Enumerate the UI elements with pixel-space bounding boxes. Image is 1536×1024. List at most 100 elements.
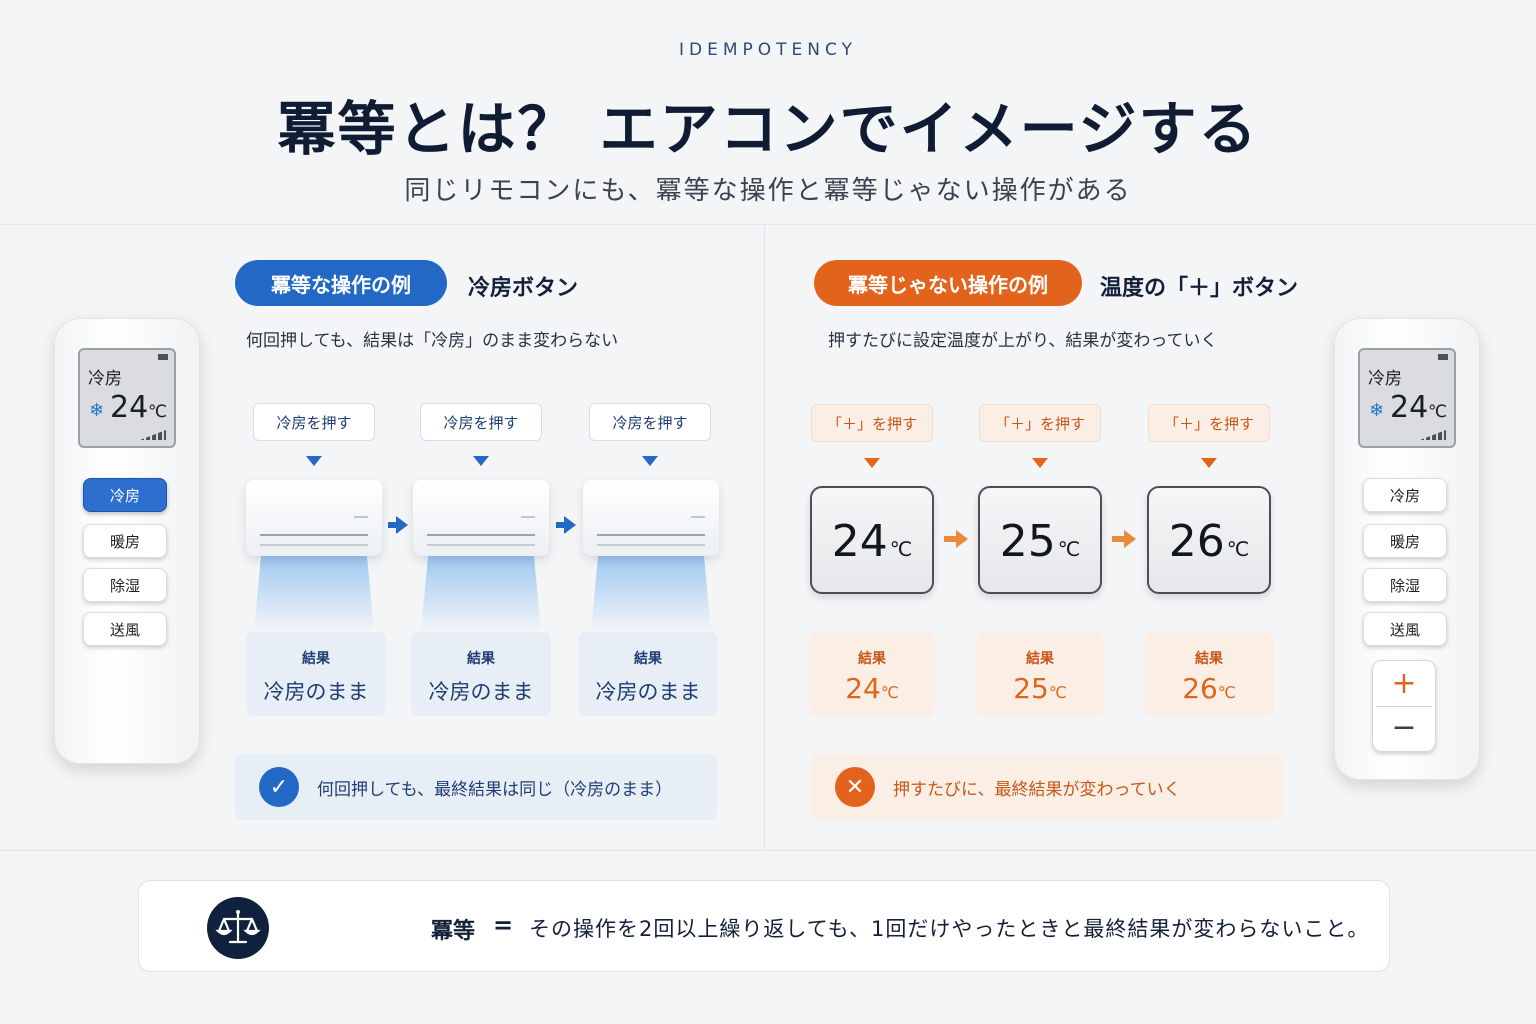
temp-unit: ℃ xyxy=(889,537,913,561)
temp-unit: ℃ xyxy=(1226,537,1250,561)
result-value: 冷房のまま xyxy=(428,680,534,704)
right-summary: ✕ 押すたびに、最終結果が変わっていく xyxy=(811,754,1283,820)
remote-left-fan-button[interactable]: 送風 xyxy=(83,612,167,646)
air-conditioner-icon xyxy=(246,480,382,556)
remote-right-fan-button[interactable]: 送風 xyxy=(1363,612,1447,646)
right-result-box: 結果 25℃ xyxy=(976,632,1104,716)
snowflake-icon: ❄ xyxy=(89,400,105,421)
air-conditioner-icon xyxy=(583,480,719,556)
right-result-box: 結果 26℃ xyxy=(1144,632,1274,716)
plus-button[interactable]: + xyxy=(1391,666,1417,701)
display-unit: ℃ xyxy=(1428,402,1448,422)
result-label: 結果 xyxy=(1195,651,1223,667)
left-section-title: 冷房ボタン xyxy=(468,276,579,301)
page-subtitle: 同じリモコンにも、冪等な操作と冪等じゃない操作がある xyxy=(404,176,1132,206)
temp-adjust-buttons: + − xyxy=(1372,660,1436,752)
air-conditioner-icon xyxy=(413,480,549,556)
right-section-pill: 冪等じゃない操作の例 xyxy=(814,260,1082,306)
left-section-pill: 冪等な操作の例 xyxy=(235,260,447,306)
cross-icon: ✕ xyxy=(835,767,875,807)
result-label: 結果 xyxy=(1026,651,1054,667)
temp-tile: 25 ℃ xyxy=(978,486,1102,594)
center-divider xyxy=(764,224,765,850)
definition-bar: 冪等 = その操作を2回以上繰り返しても、1回だけやったときと最終結果が変わらな… xyxy=(138,880,1390,972)
scales-icon xyxy=(207,897,269,959)
down-arrow-icon xyxy=(306,456,322,466)
definition-text: その操作を2回以上繰り返しても、1回だけやったときと最終結果が変わらないこと。 xyxy=(529,917,1370,941)
result-unit: ℃ xyxy=(1217,683,1236,702)
left-summary: ✓ 何回押しても、最終結果は同じ（冷房のまま） xyxy=(235,754,717,820)
result-label: 結果 xyxy=(302,651,330,667)
left-summary-text: 何回押しても、最終結果は同じ（冷房のまま） xyxy=(317,779,673,800)
right-arrow-icon xyxy=(556,522,564,528)
cool-air-icon xyxy=(421,554,541,632)
left-step-label: 冷房を押す xyxy=(253,403,375,441)
result-label: 結果 xyxy=(467,651,495,667)
display-temp: 24 xyxy=(1390,390,1429,425)
remote-left: 冷房 ❄ 24 ℃ 冷房 暖房 除湿 送風 xyxy=(54,318,200,764)
remote-left-display: 冷房 ❄ 24 ℃ xyxy=(78,348,176,448)
snowflake-icon: ❄ xyxy=(1369,400,1385,421)
result-label: 結果 xyxy=(858,651,886,667)
battery-icon xyxy=(158,354,168,360)
left-result-box: 結果 冷房のまま xyxy=(246,632,386,716)
remote-right-cool-button[interactable]: 冷房 xyxy=(1363,478,1447,512)
check-icon: ✓ xyxy=(259,767,299,807)
right-summary-text: 押すたびに、最終結果が変わっていく xyxy=(893,779,1181,800)
remote-left-cool-button[interactable]: 冷房 xyxy=(83,478,167,512)
result-unit: ℃ xyxy=(1048,683,1067,702)
result-label: 結果 xyxy=(634,651,662,667)
remote-right-dry-button[interactable]: 除湿 xyxy=(1363,568,1447,602)
result-unit: ℃ xyxy=(880,683,899,702)
right-arrow-icon xyxy=(944,536,956,542)
right-step-label: 「＋」を押す xyxy=(811,404,933,442)
temp-tile: 26 ℃ xyxy=(1147,486,1271,594)
right-arrow-icon xyxy=(956,530,968,548)
right-result-box: 結果 24℃ xyxy=(809,632,935,716)
right-arrow-icon xyxy=(564,516,576,534)
signal-icon xyxy=(1420,430,1446,440)
right-step-label: 「＋」を押す xyxy=(1148,404,1270,442)
display-mode: 冷房 xyxy=(1368,369,1402,389)
right-arrow-icon xyxy=(1112,536,1124,542)
result-value: 26 xyxy=(1182,672,1218,705)
definition-equals: = xyxy=(493,911,514,939)
cool-air-icon xyxy=(591,554,711,632)
eyebrow: IDEMPOTENCY xyxy=(679,40,857,60)
remote-right-display: 冷房 ❄ 24 ℃ xyxy=(1358,348,1456,448)
result-value: 24 xyxy=(845,672,881,705)
right-arrow-icon xyxy=(396,516,408,534)
signal-icon xyxy=(140,430,166,440)
header-divider xyxy=(0,224,1536,225)
down-arrow-icon xyxy=(642,456,658,466)
display-temp: 24 xyxy=(110,390,149,425)
remote-right-heat-button[interactable]: 暖房 xyxy=(1363,524,1447,558)
cool-air-icon xyxy=(254,554,374,632)
temp-tile: 24 ℃ xyxy=(810,486,934,594)
left-result-box: 結果 冷房のまま xyxy=(578,632,718,716)
display-unit: ℃ xyxy=(148,402,168,422)
left-result-box: 結果 冷房のまま xyxy=(411,632,551,716)
minus-button[interactable]: − xyxy=(1391,710,1417,745)
left-section-desc: 何回押しても、結果は「冷房」のまま変わらない xyxy=(246,331,619,351)
down-arrow-icon xyxy=(473,456,489,466)
down-arrow-icon xyxy=(1032,458,1048,468)
right-arrow-icon xyxy=(1124,530,1136,548)
left-step-label: 冷房を押す xyxy=(420,403,542,441)
temp-unit: ℃ xyxy=(1057,537,1081,561)
temp-value: 26 xyxy=(1168,516,1225,567)
right-step-label: 「＋」を押す xyxy=(979,404,1101,442)
down-arrow-icon xyxy=(864,458,880,468)
result-value: 25 xyxy=(1013,672,1049,705)
right-section-title: 温度の「＋」ボタン xyxy=(1100,276,1299,301)
battery-icon xyxy=(1438,354,1448,360)
right-arrow-icon xyxy=(388,522,396,528)
result-value: 冷房のまま xyxy=(595,680,701,704)
remote-left-heat-button[interactable]: 暖房 xyxy=(83,524,167,558)
display-mode: 冷房 xyxy=(88,369,122,389)
left-step-label: 冷房を押す xyxy=(589,403,711,441)
footer-divider xyxy=(0,850,1536,851)
remote-right: 冷房 ❄ 24 ℃ 冷房 暖房 除湿 送風 + − xyxy=(1334,318,1480,780)
remote-left-dry-button[interactable]: 除湿 xyxy=(83,568,167,602)
page-title: 冪等とは？ エアコンでイメージする xyxy=(277,95,1259,163)
